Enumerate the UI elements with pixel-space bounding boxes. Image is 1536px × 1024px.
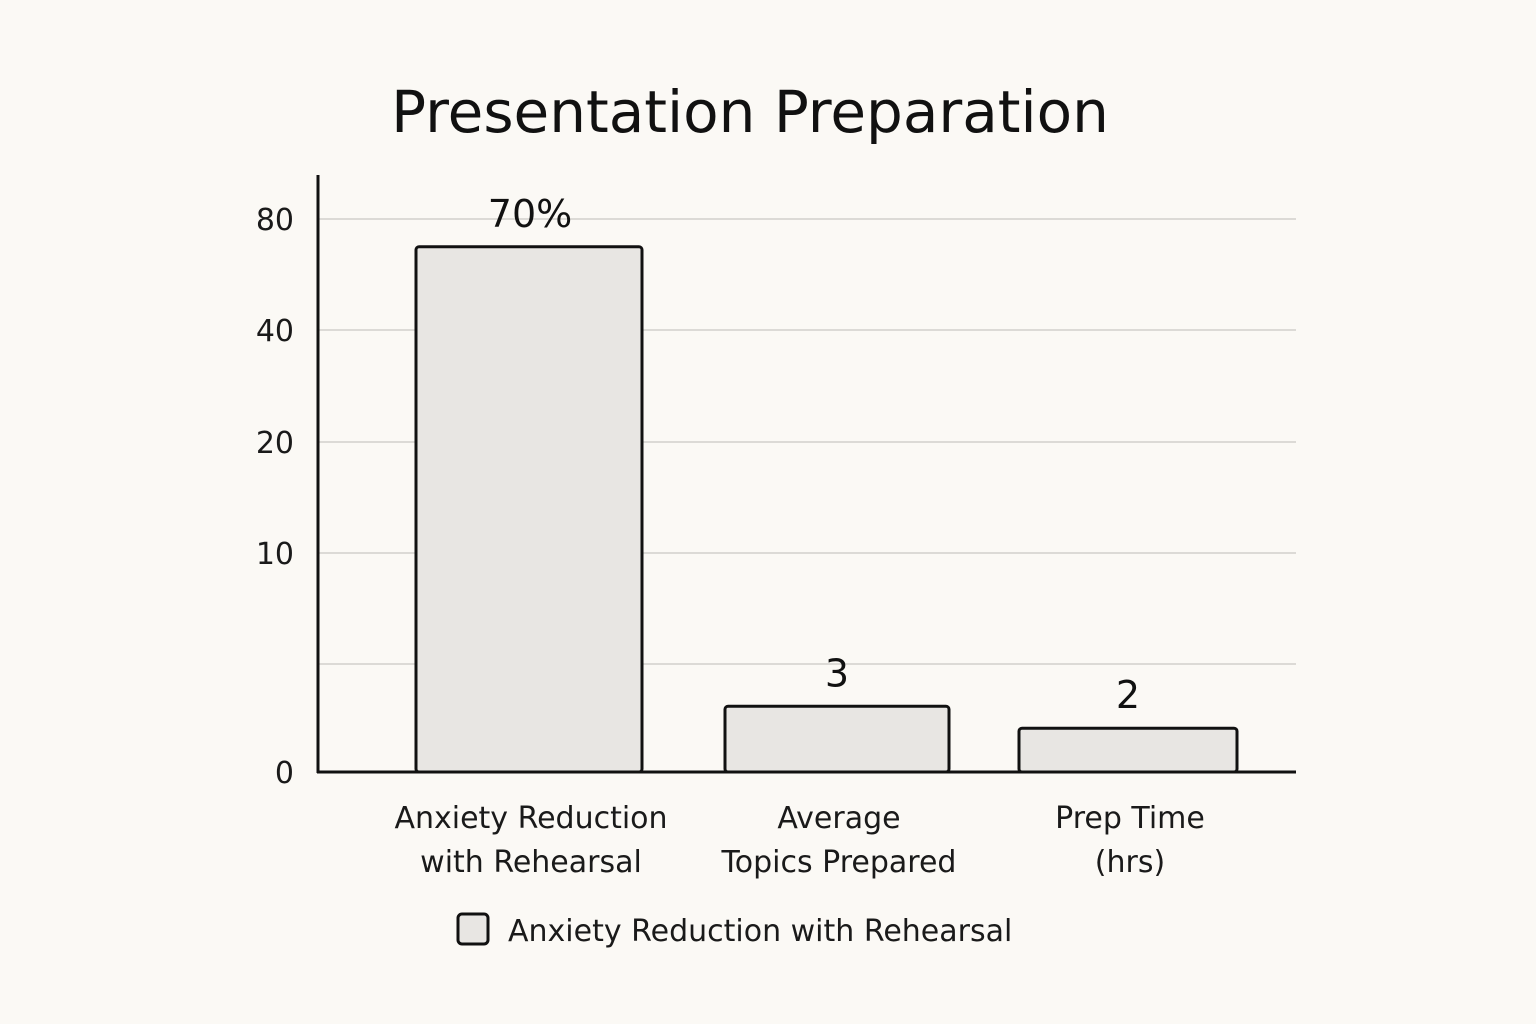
y-tick-label: 40 xyxy=(256,314,294,349)
y-tick-label: 10 xyxy=(256,537,294,572)
x-tick-label: (hrs) xyxy=(1095,845,1165,880)
bar xyxy=(723,704,951,774)
legend-label: Anxiety Reduction with Rehearsal xyxy=(508,914,1012,949)
x-tick-label: Prep Time xyxy=(1055,801,1205,836)
chart-title: Presentation Preparation xyxy=(391,78,1109,146)
x-tick-label: Topics Prepared xyxy=(721,845,957,880)
y-tick-label: 0 xyxy=(275,756,294,791)
axes xyxy=(316,175,1296,774)
legend-swatch xyxy=(456,912,490,946)
labels: 0 10 20 40 80 70% 3 2 Anxiety Reduction with Rehe… xyxy=(256,192,1205,880)
y-tick-label: 20 xyxy=(256,426,294,461)
legend: Anxiety Reduction with Rehearsal xyxy=(456,912,1012,949)
data-label: 70% xyxy=(488,192,572,236)
data-label: 3 xyxy=(825,651,849,695)
y-tick-label: 80 xyxy=(256,203,294,238)
x-tick-label: Anxiety Reduction xyxy=(394,801,667,836)
x-tick-label: Average xyxy=(777,801,900,836)
x-tick-label: with Rehearsal xyxy=(420,845,642,880)
bar xyxy=(414,245,644,774)
bar xyxy=(1017,726,1239,774)
data-label: 2 xyxy=(1116,673,1140,717)
